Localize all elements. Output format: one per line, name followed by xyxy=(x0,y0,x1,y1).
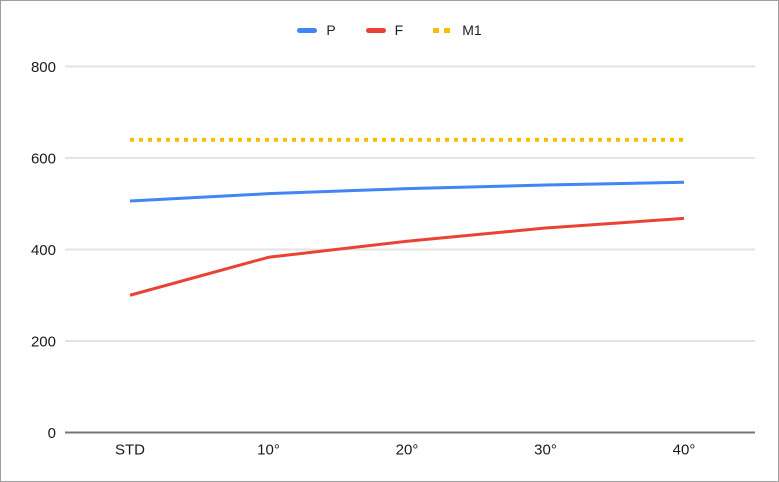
series-line-f[interactable] xyxy=(129,216,685,297)
x-tick-label: 30° xyxy=(534,442,557,459)
legend-label-f: F xyxy=(394,22,404,38)
legend-swatch-m1-icon xyxy=(433,27,454,33)
y-tick-label: 200 xyxy=(31,334,56,351)
x-tick-label: 20° xyxy=(396,442,419,459)
legend-item-m1[interactable]: M1 xyxy=(433,22,482,38)
x-tick-label: STD xyxy=(115,442,145,459)
legend-label-p: P xyxy=(326,22,336,38)
y-tick-label: 400 xyxy=(31,242,56,259)
legend-label-m1: M1 xyxy=(462,22,482,38)
legend-item-f[interactable]: F xyxy=(365,22,404,38)
legend-item-p[interactable]: P xyxy=(297,22,336,38)
legend-swatch-f-icon xyxy=(365,27,386,33)
x-tick-label: 40° xyxy=(673,442,696,459)
y-tick-label: 800 xyxy=(31,59,56,76)
series-line-p[interactable] xyxy=(129,180,685,203)
chart-legend: P F M1 xyxy=(1,23,778,37)
legend-swatch-p-icon xyxy=(297,27,318,33)
y-tick-label: 600 xyxy=(31,151,56,168)
y-tick-label: 0 xyxy=(48,425,56,442)
x-tick-label: 10° xyxy=(257,442,280,459)
